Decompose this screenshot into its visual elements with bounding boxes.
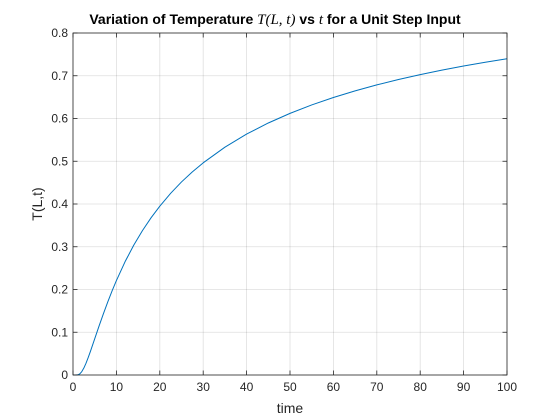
x-tick-label: 30 xyxy=(197,380,211,394)
x-tick-labels: 0 10 20 30 40 50 60 70 80 90 100 xyxy=(70,380,518,394)
x-tick-label: 10 xyxy=(110,380,124,394)
chart-title-math-1: T(L, t) xyxy=(257,12,295,28)
x-tick-label: 80 xyxy=(414,380,428,394)
ticks xyxy=(72,32,508,376)
x-tick-label: 20 xyxy=(153,380,167,394)
chart-title-prefix: Variation of Temperature xyxy=(89,11,257,27)
chart-title-middle: vs xyxy=(295,11,318,27)
x-tick-label: 100 xyxy=(497,380,517,394)
chart-title-math-2: t xyxy=(319,12,324,28)
chart-title-suffix: for a Unit Step Input xyxy=(323,11,461,27)
y-tick-label: 0.4 xyxy=(51,197,68,211)
x-tick-label: 50 xyxy=(283,380,297,394)
x-tick-label: 0 xyxy=(70,380,77,394)
y-tick-labels: 0 0.1 0.2 0.3 0.4 0.5 0.6 0.7 0.8 xyxy=(51,26,68,382)
x-tick-label: 70 xyxy=(370,380,384,394)
y-tick-label: 0.6 xyxy=(51,112,68,126)
y-axis-label: T(L,t) xyxy=(29,187,45,220)
chart-title: Variation of Temperature T(L, t) vs t fo… xyxy=(89,11,461,28)
y-tick-label: 0.2 xyxy=(51,283,68,297)
series-layer xyxy=(73,58,508,376)
y-tick-label: 0.7 xyxy=(51,69,68,83)
plot-area xyxy=(73,33,507,375)
y-tick-label: 0.3 xyxy=(51,240,68,254)
x-axis-label: time xyxy=(277,400,304,416)
x-tick-label: 90 xyxy=(457,380,471,394)
x-tick-label: 40 xyxy=(240,380,254,394)
y-tick-label: 0 xyxy=(61,368,68,382)
x-tick-label: 60 xyxy=(327,380,341,394)
y-tick-label: 0.8 xyxy=(51,26,68,40)
y-tick-label: 0.1 xyxy=(51,325,68,339)
series-line xyxy=(73,58,508,376)
y-tick-label: 0.5 xyxy=(51,154,68,168)
